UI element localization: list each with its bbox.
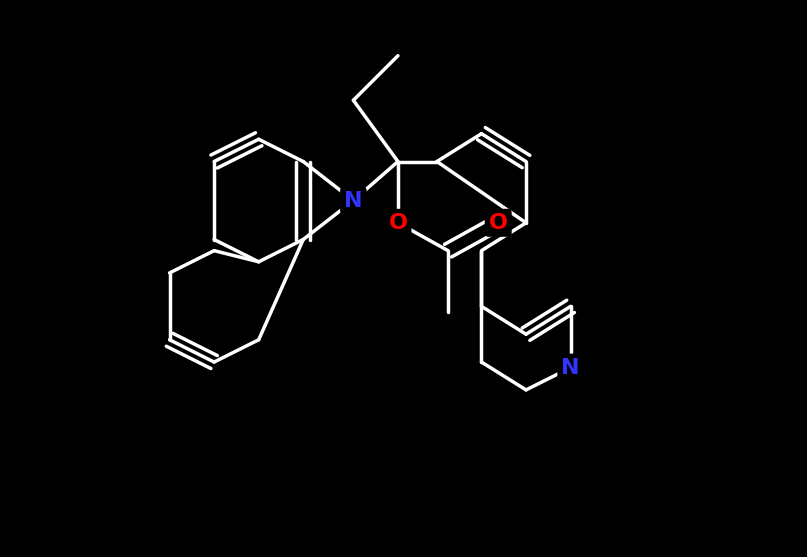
Text: O: O: [388, 213, 408, 233]
Text: N: N: [344, 190, 362, 211]
Text: N: N: [562, 358, 580, 378]
Text: O: O: [489, 213, 508, 233]
